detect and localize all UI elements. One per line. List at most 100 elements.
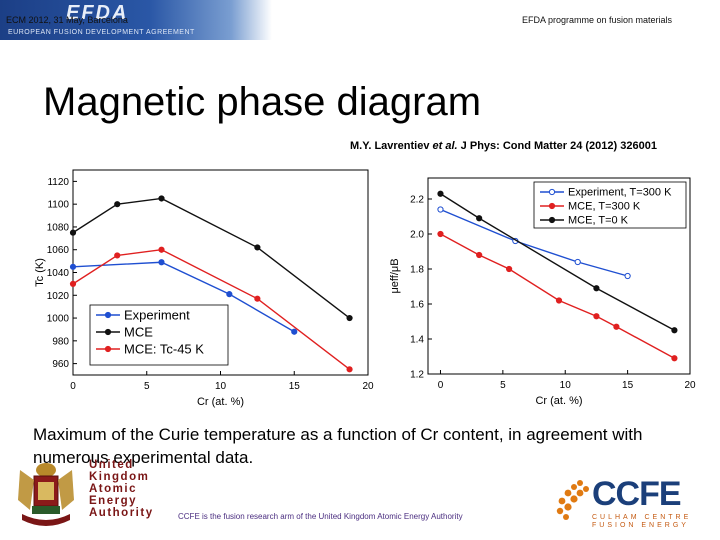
x-axis-label: Cr (at. %) xyxy=(535,395,582,407)
legend-label: MCE, T=0 K xyxy=(568,215,629,227)
data-point xyxy=(476,215,483,222)
ukaea-wordmark: United Kingdom Atomic Energy Authority xyxy=(89,459,154,519)
data-point xyxy=(437,190,444,197)
efda-banner-subtitle: EUROPEAN FUSION DEVELOPMENT AGREEMENT xyxy=(8,29,195,36)
x-tick-label: 10 xyxy=(215,381,227,392)
ukaea-line: Atomic xyxy=(89,483,137,495)
data-point xyxy=(69,229,77,236)
data-point xyxy=(574,258,581,266)
data-point xyxy=(613,323,620,330)
y-tick-label: 1040 xyxy=(47,268,70,279)
legend-label: MCE: Tc-45 K xyxy=(124,341,204,356)
series-line xyxy=(440,208,628,277)
legend-swatch-marker xyxy=(104,311,112,319)
data-point xyxy=(624,272,631,280)
data-point xyxy=(437,230,444,238)
data-point xyxy=(114,201,121,208)
y-tick-label: 980 xyxy=(52,336,69,347)
x-tick-label: 5 xyxy=(500,380,506,391)
y-tick-label: 1100 xyxy=(47,200,69,211)
data-point xyxy=(69,263,77,270)
data-point xyxy=(226,291,233,298)
x-tick-label: 0 xyxy=(70,381,76,392)
data-point xyxy=(254,295,261,302)
series-line xyxy=(72,261,295,333)
series-line xyxy=(72,197,350,319)
data-point xyxy=(291,328,298,335)
legend-label: Experiment, T=300 K xyxy=(568,187,672,199)
data-point xyxy=(158,259,165,266)
x-tick-label: 10 xyxy=(560,380,572,391)
data-point xyxy=(671,327,678,334)
x-tick-label: 20 xyxy=(362,381,374,392)
legend-swatch-marker xyxy=(548,202,556,210)
ukaea-line: Authority xyxy=(89,507,154,519)
y-axis-label: Tc (K) xyxy=(34,258,46,287)
data-point xyxy=(346,314,353,322)
ukaea-line: United xyxy=(89,459,134,471)
x-tick-label: 5 xyxy=(144,381,150,392)
legend-label: MCE, T=300 K xyxy=(568,201,641,213)
efda-banner: EFDA EUROPEAN FUSION DEVELOPMENT AGREEME… xyxy=(0,0,272,40)
y-tick-label: 1.4 xyxy=(410,335,424,346)
ukaea-crest-icon xyxy=(18,463,74,526)
slide-caption: Maximum of the Curie temperature as a fu… xyxy=(33,425,643,467)
x-tick-label: 15 xyxy=(289,381,301,392)
citation-journal: J Phys: Cond Matter 24 (2012) 326001 xyxy=(457,140,657,152)
legend-swatch-marker xyxy=(104,345,112,353)
x-axis-label: Cr (at. %) xyxy=(197,396,244,408)
ccfe-subtitle-line: CULHAM CENTRE xyxy=(592,514,692,521)
data-point xyxy=(158,195,165,202)
citation-authors: M.Y. Lavrentiev xyxy=(350,140,433,152)
data-point xyxy=(158,246,165,253)
y-tick-label: 960 xyxy=(52,359,69,370)
plot-frame xyxy=(427,177,691,375)
y-tick-label: 2.0 xyxy=(410,230,424,241)
x-tick-label: 15 xyxy=(622,380,634,391)
legend-swatch-marker xyxy=(548,188,556,196)
y-tick-label: 1.2 xyxy=(410,370,424,381)
data-point xyxy=(114,252,121,259)
citation: M.Y. Lavrentiev et al. J Phys: Cond Matt… xyxy=(350,140,657,152)
legend-swatch-marker xyxy=(104,328,112,336)
x-tick-label: 0 xyxy=(438,380,444,391)
y-tick-label: 1060 xyxy=(47,245,70,256)
data-point xyxy=(254,244,261,251)
data-point xyxy=(437,206,444,213)
y-tick-label: 1.6 xyxy=(410,300,424,311)
data-point xyxy=(476,251,483,259)
data-point xyxy=(346,366,353,373)
slide-title: Magnetic phase diagram xyxy=(43,80,482,124)
ccfe-subtitle-line: FUSION ENERGY xyxy=(592,522,689,529)
legend-label: Experiment xyxy=(124,307,190,322)
magnetic-moment-chart: 0 5 10 15 20 1.2 1.4 1.6 1.8 2.0 2.2 Cr (at. %) μeff… xyxy=(389,177,696,407)
legend-label: MCE xyxy=(124,324,153,339)
ccfe-logo-text: CCFE xyxy=(592,475,682,513)
ukaea-line: Energy xyxy=(89,495,137,507)
y-tick-label: 1020 xyxy=(47,291,70,302)
footer-text: CCFE is the fusion research arm of the U… xyxy=(178,512,463,521)
series-line xyxy=(440,233,675,359)
legend-swatch-marker xyxy=(548,216,556,224)
y-tick-label: 1.8 xyxy=(410,265,424,276)
series-line xyxy=(440,193,675,331)
header-event-text: ECM 2012, 31 May, Barcelona xyxy=(6,15,128,25)
data-point xyxy=(593,285,600,292)
y-axis-label: μeff/μB xyxy=(389,258,401,293)
y-tick-label: 1120 xyxy=(47,177,69,188)
efda-logo: EFDA xyxy=(66,2,129,24)
x-tick-label: 20 xyxy=(684,380,696,391)
y-tick-label: 1000 xyxy=(47,314,70,325)
y-tick-label: 1080 xyxy=(47,222,70,233)
ccfe-subtitle: CULHAM CENTRE FUSION ENERGY xyxy=(592,514,691,530)
data-point xyxy=(593,313,600,320)
citation-etal: et al. xyxy=(432,140,458,152)
y-tick-label: 2.2 xyxy=(410,195,424,206)
curie-temperature-chart: 0 5 10 15 20 960 980 1000 1020 1040 1060 1080 1100 11… xyxy=(34,169,374,408)
data-point xyxy=(555,297,563,304)
header-programme-text: EFDA programme on fusion materials xyxy=(522,15,673,25)
ukaea-line: Kingdom xyxy=(89,471,150,483)
data-point xyxy=(505,265,513,273)
ccfe-flame-icon xyxy=(556,480,589,520)
data-point xyxy=(671,355,678,362)
